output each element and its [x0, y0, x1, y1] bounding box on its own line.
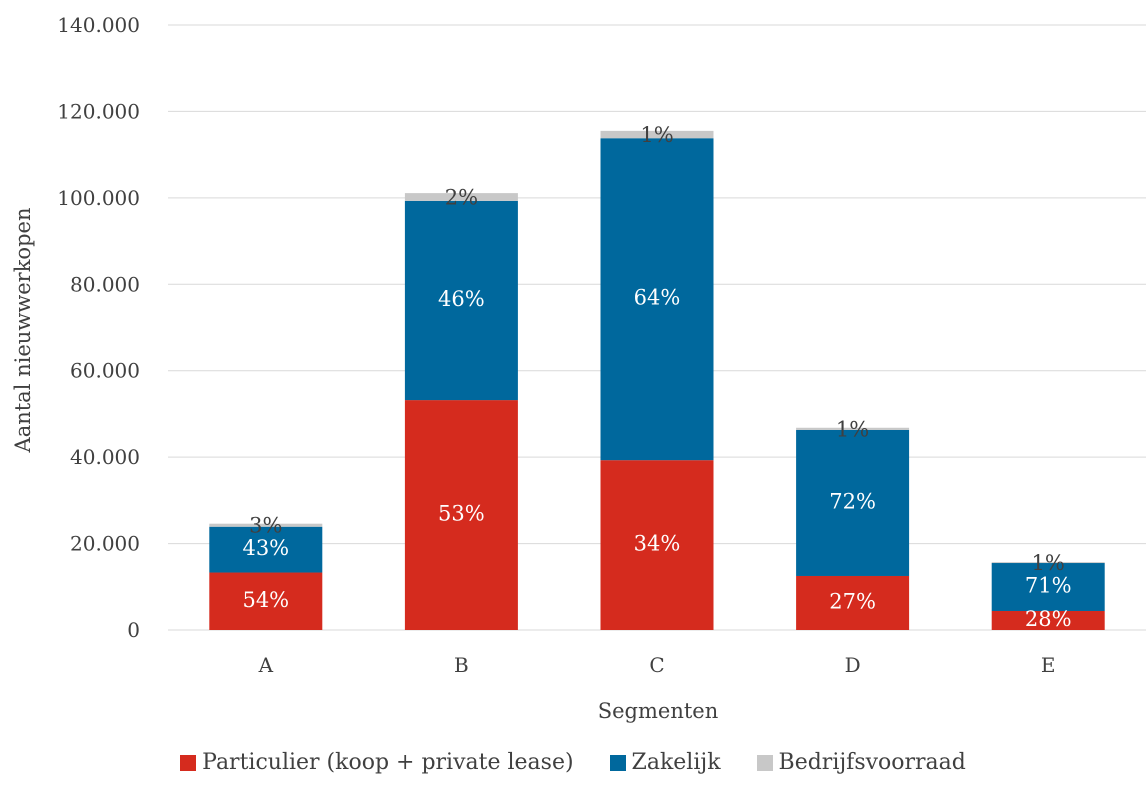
bar-bedrijfsvoorraad-c: [600, 130, 714, 139]
bar-zakelijk-e: [991, 563, 1105, 611]
data-label: 2%: [445, 185, 478, 209]
legend-swatch: [756, 754, 773, 771]
y-tick-label: 100.000: [57, 186, 140, 210]
stacked-bar-chart: 0 20.000 40.000 60.000 80.000 100.000 120.000 1…: [11, 13, 1146, 723]
x-tick-label: E: [1041, 653, 1056, 677]
x-axis-ticks: A B C D E: [258, 653, 1056, 677]
data-label: 46%: [438, 287, 485, 311]
bar-particulier-a: [209, 572, 323, 630]
y-tick-label: 0: [127, 618, 140, 642]
x-tick-label: B: [454, 653, 469, 677]
legend-swatch: [609, 754, 626, 771]
legend-label: Particulier (koop + private lease): [202, 750, 574, 775]
y-tick-label: 40.000: [70, 445, 140, 469]
x-axis-title: Segmenten: [598, 699, 719, 723]
bar-zakelijk-d: [796, 429, 910, 576]
bar-particulier-c: [600, 460, 714, 630]
x-tick-label: D: [845, 653, 861, 677]
x-tick-label: C: [649, 653, 664, 677]
y-tick-label: 80.000: [70, 272, 140, 296]
bar-zakelijk-c: [600, 138, 714, 461]
bar-particulier-b: [404, 400, 518, 630]
y-tick-label: 20.000: [70, 532, 140, 556]
bar-bedrijfsvoorraad-e: [991, 562, 1105, 564]
data-label: 53%: [438, 502, 485, 526]
y-tick-label: 60.000: [70, 359, 140, 383]
y-tick-label: 120.000: [57, 99, 140, 123]
data-label: 1%: [836, 417, 869, 441]
data-label: 54%: [242, 588, 289, 612]
legend-item: Zakelijk: [609, 750, 721, 775]
bar-bedrijfsvoorraad-a: [209, 523, 323, 527]
data-label: 1%: [640, 123, 673, 147]
bar-bedrijfsvoorraad-d: [796, 427, 910, 430]
y-axis-ticks: 0 20.000 40.000 60.000 80.000 100.000 120.000 1…: [57, 13, 140, 642]
data-labels: 54%43%3%53%46%2%34%64%1%27%72%1%28%71%1%: [242, 123, 1071, 631]
data-label: 34%: [634, 532, 681, 556]
data-label: 1%: [1032, 551, 1065, 575]
data-label: 43%: [242, 536, 289, 560]
bars: [209, 130, 1105, 630]
legend-item: Bedrijfsvoorraad: [756, 750, 966, 775]
data-label: 71%: [1025, 574, 1072, 598]
data-label: 28%: [1025, 607, 1072, 631]
bar-zakelijk-a: [209, 526, 323, 573]
legend-label: Zakelijk: [631, 750, 721, 775]
bar-bedrijfsvoorraad-b: [404, 193, 518, 201]
bar-particulier-e: [991, 610, 1105, 630]
legend-label: Bedrijfsvoorraad: [778, 750, 966, 775]
legend: Particulier (koop + private lease) Zakeli…: [0, 750, 1146, 775]
data-label: 27%: [829, 589, 876, 613]
y-tick-label: 140.000: [57, 13, 140, 37]
bar-particulier-d: [796, 575, 910, 630]
data-label: 3%: [249, 514, 282, 538]
y-axis-title: Aantal nieuwwerkopen: [11, 208, 35, 454]
data-label: 64%: [634, 286, 681, 310]
legend-swatch: [180, 754, 197, 771]
legend-item: Particulier (koop + private lease): [180, 750, 574, 775]
x-tick-label: A: [258, 653, 274, 677]
bar-zakelijk-b: [404, 200, 518, 401]
data-label: 72%: [829, 489, 876, 513]
